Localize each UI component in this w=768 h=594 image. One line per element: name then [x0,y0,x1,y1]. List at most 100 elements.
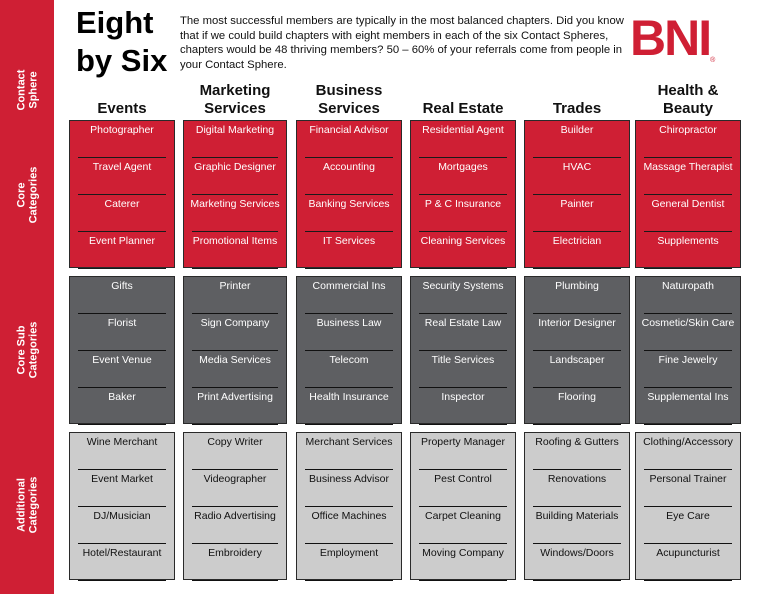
category-item: Florist [70,314,174,351]
category-item: Embroidery [184,544,286,581]
category-item: Real Estate Law [411,314,515,351]
page-title: Eight by Six [76,4,167,80]
column-header: Events [97,100,147,117]
additional-category-box: Copy Writer Videographer Radio Advertising… [183,432,287,581]
category-item: Graphic Designer [184,158,286,195]
category-item: Copy Writer [184,433,286,470]
sub-category-box: Printer Sign Company Media Services Print A… [183,276,287,425]
column-header: Real Estate [422,100,504,117]
row-label-text: Core Sub Categories [15,321,40,379]
category-item: Commercial Ins [297,277,401,314]
category-item: Business Advisor [297,470,401,507]
category-item: HVAC [525,158,629,195]
category-item: DJ/Musician [70,507,174,544]
sub-category-box: Naturopath Cosmetic/Skin Care Fine Jewelry… [635,276,741,425]
category-item: General Dentist [636,195,740,232]
category-item: Print Advertising [184,388,286,425]
sub-category-box: Gifts Florist Event Venue Baker [69,276,175,425]
sub-category-box: Commercial Ins Business Law Telecom Health … [296,276,402,425]
category-item: Sign Company [184,314,286,351]
category-item: Financial Advisor [297,121,401,158]
additional-category-box: Property Manager Pest Control Carpet Clean… [410,432,516,581]
sub-category-box: Plumbing Interior Designer Landscaper Floor… [524,276,630,425]
category-item: Caterer [70,195,174,232]
category-item: Digital Marketing [184,121,286,158]
category-item: Media Services [184,351,286,388]
category-item: Travel Agent [70,158,174,195]
additional-category-box: Merchant Services Business Advisor Office … [296,432,402,581]
category-item: Hotel/Restaurant [70,544,174,581]
row-label-text: Additional Categories [15,476,40,534]
category-item: Builder [525,121,629,158]
category-item: Wine Merchant [70,433,174,470]
registered-mark: ® [710,57,716,64]
category-item: Chiropractor [636,121,740,158]
row-label-core: Core Categories [0,150,54,240]
category-item: Eye Care [636,507,740,544]
category-item: Moving Company [411,544,515,581]
core-category-box: Residential Agent Mortgages P & C Insuranc… [410,120,516,269]
category-item: Telecom [297,351,401,388]
sub-category-box: Security Systems Real Estate Law Title Ser… [410,276,516,425]
row-label-contact-sphere: Contact Sphere [0,60,54,120]
column-header: Business Services [315,82,383,117]
category-item: Plumbing [525,277,629,314]
category-item: Employment [297,544,401,581]
core-category-box: Photographer Travel Agent Caterer Event Pla… [69,120,175,269]
category-item: Accounting [297,158,401,195]
row-label-text: Core Categories [15,166,40,224]
category-item: Flooring [525,388,629,425]
category-item: Banking Services [297,195,401,232]
category-item: Promotional Items [184,232,286,269]
category-item: Property Manager [411,433,515,470]
category-item: Residential Agent [411,121,515,158]
additional-category-box: Roofing & Gutters Renovations Building Mat… [524,432,630,581]
intro-text: The most successful members are typicall… [180,15,624,71]
category-item: Clothing/Accessory [636,433,740,470]
category-item: Painter [525,195,629,232]
additional-category-box: Wine Merchant Event Market DJ/Musician Hote… [69,432,175,581]
category-item: Cleaning Services [411,232,515,269]
bni-logo: BNI® [630,12,750,64]
category-item: Renovations [525,470,629,507]
category-item: Photographer [70,121,174,158]
category-item: Electrician [525,232,629,269]
column-header: Health & Beauty [657,82,719,117]
core-category-box: Builder HVAC Painter Electrician [524,120,630,269]
category-item: Baker [70,388,174,425]
column-header: Marketing Services [199,82,271,117]
category-item: Massage Therapist [636,158,740,195]
category-item: Carpet Cleaning [411,507,515,544]
category-item: Mortgages [411,158,515,195]
core-category-box: Digital Marketing Graphic Designer Marketi… [183,120,287,269]
category-item: Cosmetic/Skin Care [636,314,740,351]
logo-text: BNI [630,10,712,66]
category-item: Inspector [411,388,515,425]
category-item: Security Systems [411,277,515,314]
category-item: P & C Insurance [411,195,515,232]
category-item: Marketing Services [184,195,286,232]
core-category-box: Chiropractor Massage Therapist General Den… [635,120,741,269]
category-item: Building Materials [525,507,629,544]
category-item: Business Law [297,314,401,351]
category-item: Printer [184,277,286,314]
category-item: Office Machines [297,507,401,544]
category-item: Pest Control [411,470,515,507]
category-item: Title Services [411,351,515,388]
title-line-2: by Six [76,43,168,78]
category-item: Roofing & Gutters [525,433,629,470]
category-item: Landscaper [525,351,629,388]
row-label-additional: Additional Categories [0,460,54,550]
category-item: Fine Jewelry [636,351,740,388]
row-label-text: Contact Sphere [14,69,39,111]
category-item: IT Services [297,232,401,269]
category-item: Videographer [184,470,286,507]
category-item: Acupuncturist [636,544,740,581]
category-item: Event Venue [70,351,174,388]
category-item: Supplemental Ins [636,388,740,425]
category-item: Event Market [70,470,174,507]
category-item: Health Insurance [297,388,401,425]
core-category-box: Financial Advisor Accounting Banking Servi… [296,120,402,269]
category-item: Supplements [636,232,740,269]
row-label-sub: Core Sub Categories [0,305,54,395]
